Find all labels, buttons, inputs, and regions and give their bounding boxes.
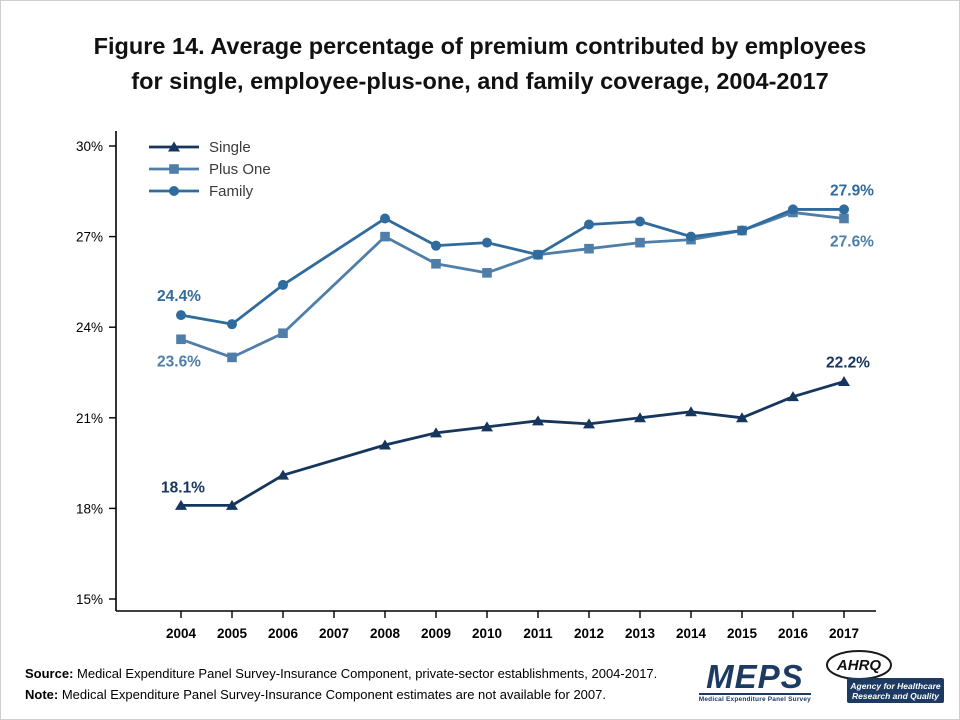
premium-line-chart: 15% 18% 21% 24% 27% 30% 2004 2005 2006 2007 2008 20… <box>76 131 876 641</box>
ahrq-banner <box>847 678 944 703</box>
y-tick-label: 18% <box>76 501 103 516</box>
triangle-marker <box>787 391 799 402</box>
title-line-2: for single, employee-plus-one, and famil… <box>131 68 829 94</box>
circle-marker <box>431 240 441 251</box>
data-label: 27.9% <box>830 182 874 199</box>
legend-label: Single <box>209 139 251 156</box>
circle-marker <box>176 310 186 321</box>
triangle-marker <box>634 412 646 423</box>
circle-marker <box>533 249 543 260</box>
circle-marker <box>169 186 179 196</box>
ahrq-logo: AHRQ Agency for Healthcare Research and … <box>826 650 944 703</box>
y-tick-label: 24% <box>76 320 103 335</box>
legend-label: Family <box>209 183 254 200</box>
circle-marker <box>227 319 237 330</box>
square-marker <box>482 268 492 278</box>
circle-marker <box>788 204 798 215</box>
legend-label: Plus One <box>209 161 271 178</box>
triangle-marker <box>838 376 850 387</box>
series-single <box>175 376 850 510</box>
triangle-marker <box>532 415 544 426</box>
square-marker <box>169 164 179 174</box>
square-marker <box>176 334 186 345</box>
footer-notes: Source: Medical Expenditure Panel Survey… <box>25 663 657 705</box>
note-text: Medical Expenditure Panel Survey-Insuran… <box>58 687 606 702</box>
x-tick-label: 2008 <box>370 626 401 641</box>
square-marker <box>839 213 849 224</box>
circle-marker <box>278 279 288 290</box>
source-label: Source: <box>25 666 74 681</box>
meps-logo-caption: Medical Expenditure Panel Survey <box>698 693 811 703</box>
page-title: Figure 14. Average percentage of premium… <box>1 29 959 99</box>
y-tick-label: 21% <box>76 411 103 426</box>
x-tick-label: 2004 <box>166 626 197 641</box>
x-tick-label: 2006 <box>268 626 299 641</box>
data-label: 27.6% <box>830 233 874 250</box>
x-tick-label: 2010 <box>472 626 502 641</box>
series-family <box>176 204 849 330</box>
data-label: 23.6% <box>157 353 201 370</box>
triangle-marker <box>736 412 748 423</box>
ahrq-caption-line-1: Agency for Healthcare <box>849 681 940 691</box>
legend: Single Plus One Family <box>149 139 271 200</box>
triangle-marker <box>168 141 180 152</box>
triangle-marker <box>583 418 595 429</box>
x-tick-label: 2009 <box>421 626 451 641</box>
circle-marker <box>686 231 696 242</box>
square-marker <box>380 231 390 242</box>
triangle-marker <box>277 469 289 480</box>
square-marker <box>227 352 237 363</box>
x-tick-label: 2005 <box>217 626 248 641</box>
circle-marker <box>380 213 390 224</box>
note-label: Note: <box>25 687 59 702</box>
data-label: 18.1% <box>161 479 205 496</box>
triangle-marker <box>175 499 187 510</box>
data-label: 24.4% <box>157 288 201 305</box>
x-tick-label: 2016 <box>778 626 809 641</box>
square-marker <box>584 243 594 254</box>
chart-area: 15% 18% 21% 24% 27% 30% 2004 2005 2006 2007 2008 20… <box>31 101 911 666</box>
y-tick-label: 30% <box>76 139 103 154</box>
triangle-marker <box>481 421 493 432</box>
circle-marker <box>482 237 492 248</box>
logos: MEPS Medical Expenditure Panel Survey AH… <box>698 649 945 705</box>
square-marker <box>431 258 441 269</box>
footer: Source: Medical Expenditure Panel Survey… <box>25 649 945 705</box>
triangle-marker <box>379 439 391 450</box>
circle-marker <box>737 225 747 236</box>
ahrq-acronym: AHRQ <box>836 657 881 674</box>
x-tick-label: 2014 <box>676 626 707 641</box>
title-line-1: Figure 14. Average percentage of premium… <box>93 33 867 59</box>
triangle-marker <box>226 499 238 510</box>
axes: 15% 18% 21% 24% 27% 30% 2004 2005 2006 2007 2008 20… <box>76 131 876 641</box>
square-marker <box>635 237 645 248</box>
y-tick-label: 27% <box>76 230 103 245</box>
x-tick-label: 2013 <box>625 626 656 641</box>
data-labels: 24.4% 23.6% 18.1% 27.9% 27.6% 22.2% <box>157 182 874 496</box>
ahrq-caption-line-2: Research and Quality <box>852 691 940 701</box>
x-tick-label: 2012 <box>574 626 604 641</box>
data-label: 22.2% <box>826 355 870 372</box>
triangle-marker <box>430 427 442 438</box>
note-line: Note: Medical Expenditure Panel Survey-I… <box>25 684 657 705</box>
x-tick-label: 2017 <box>829 626 859 641</box>
circle-marker <box>839 204 849 215</box>
source-text: Medical Expenditure Panel Survey-Insuran… <box>73 666 658 681</box>
y-tick-label: 15% <box>76 592 103 607</box>
circle-marker <box>584 219 594 230</box>
square-marker <box>278 328 288 339</box>
x-tick-label: 2007 <box>319 626 349 641</box>
source-line: Source: Medical Expenditure Panel Survey… <box>25 663 657 684</box>
circle-marker <box>635 216 645 227</box>
triangle-marker <box>685 406 697 417</box>
x-tick-label: 2015 <box>727 626 758 641</box>
series-plus-one <box>176 207 849 363</box>
meps-logo-text: MEPS <box>706 658 804 695</box>
meps-logo: MEPS Medical Expenditure Panel Survey <box>698 658 811 705</box>
x-tick-label: 2011 <box>523 626 553 641</box>
